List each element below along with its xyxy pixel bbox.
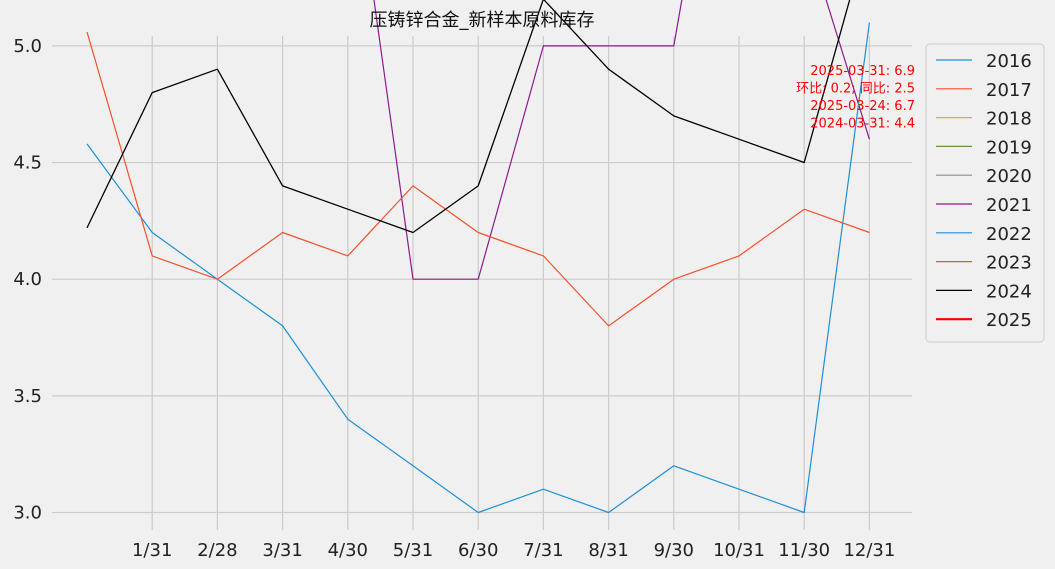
x-tick-label: 12/31 <box>843 540 895 561</box>
x-tick-label: 1/31 <box>132 540 172 561</box>
annotation-line: 2024-03-31: 4.4 <box>810 117 915 132</box>
y-tick-label: 5.0 <box>13 36 42 57</box>
x-tick-label: 2/28 <box>197 540 237 561</box>
series-line-2023 <box>86 31 870 327</box>
legend-label-2023: 2023 <box>986 253 1032 274</box>
annotation-line: 2025-03-24: 6.7 <box>810 99 915 114</box>
legend-label-2021: 2021 <box>986 195 1032 216</box>
chart-title: 压铸锌合金_新样本原料库存 <box>370 10 595 31</box>
annotation-line: 环比: 0.2; 同比: 2.5 <box>796 82 915 97</box>
legend-label-2017: 2017 <box>986 80 1032 101</box>
x-tick-label: 3/31 <box>262 540 302 561</box>
series-line-2024 <box>86 0 851 234</box>
legend-box <box>925 43 1045 343</box>
legend-label-2024: 2024 <box>986 281 1032 302</box>
annotation-block: 2025-03-31: 6.9 环比: 0.2; 同比: 2.5 2025-03-2… <box>796 64 915 132</box>
series-line-2021 <box>373 0 870 280</box>
y-tick-label: 4.5 <box>13 153 42 174</box>
legend-label-2022: 2022 <box>986 224 1032 245</box>
y-tick-label: 3.5 <box>13 386 42 407</box>
x-tick-label: 6/30 <box>458 540 498 561</box>
x-tick-label: 8/31 <box>588 540 628 561</box>
legend-label-2019: 2019 <box>986 137 1032 158</box>
legend-label-2016: 2016 <box>986 51 1032 72</box>
x-tick-label: 9/30 <box>654 540 694 561</box>
legend: 2016 2017 2018 2019 2020 2021 2022 2023 2024 2025 <box>925 43 1045 343</box>
legend-label-2025: 2025 <box>986 310 1032 331</box>
x-tick-label: 4/30 <box>328 540 368 561</box>
legend-label-2018: 2018 <box>986 109 1032 130</box>
x-tick-label: 10/31 <box>713 540 765 561</box>
series-layer <box>86 0 870 514</box>
x-tick-label: 7/31 <box>523 540 563 561</box>
y-tick-label: 4.0 <box>13 269 42 290</box>
grid-layer <box>52 36 912 530</box>
y-tick-label: 3.0 <box>13 503 42 524</box>
x-tick-label: 5/31 <box>393 540 433 561</box>
x-tick-label: 11/30 <box>778 540 830 561</box>
legend-label-2020: 2020 <box>986 166 1032 187</box>
axis-layer: 3.03.54.04.55.05.56.06.57.01/312/283/314… <box>13 36 895 561</box>
annotation-line: 2025-03-31: 6.9 <box>810 64 915 79</box>
